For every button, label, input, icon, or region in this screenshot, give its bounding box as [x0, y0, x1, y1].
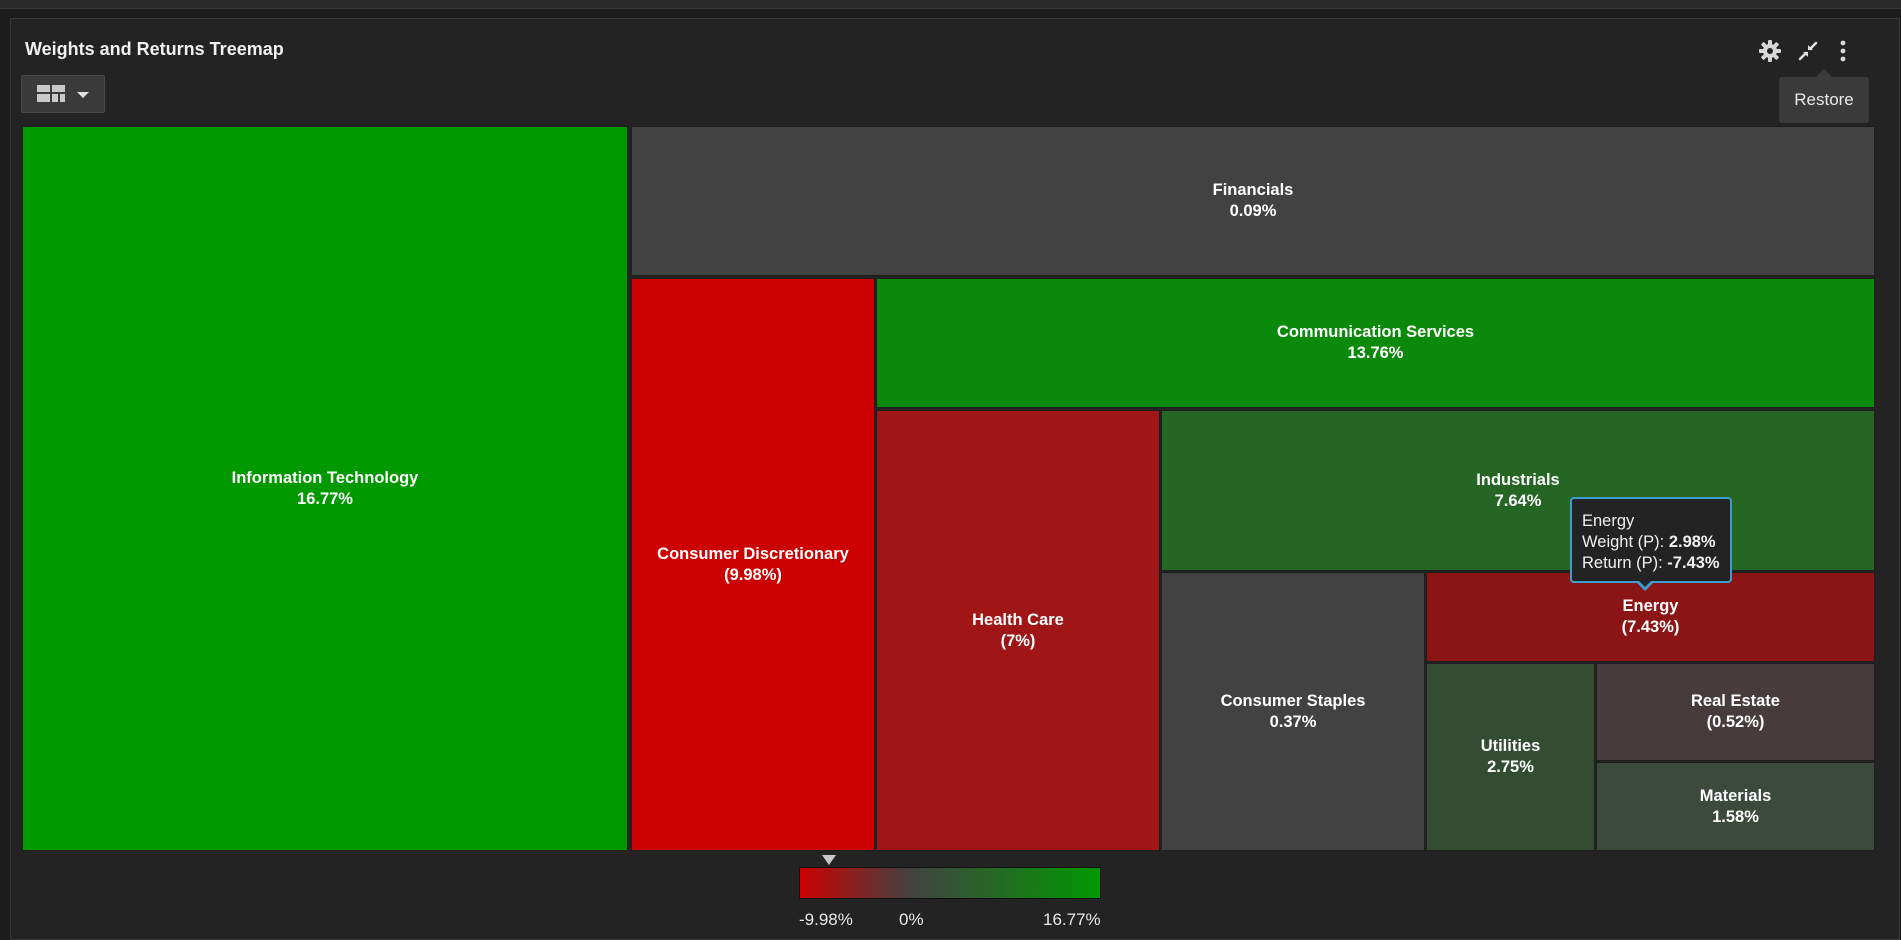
tile-communication-services[interactable]: Communication Services 13.76% [876, 278, 1875, 408]
tile-value: 1.58% [1712, 807, 1759, 826]
tile-name: Financials [1212, 181, 1294, 199]
tile-materials[interactable]: Materials 1.58% [1596, 762, 1875, 851]
tile-health-care[interactable]: Health Care (7%) [876, 410, 1160, 851]
tile-financials[interactable]: Financials 0.09% [631, 126, 1875, 276]
tile-name: Consumer Discretionary [657, 544, 849, 563]
tile-name: Real Estate [1691, 692, 1780, 710]
legend-marker-triangle-icon [822, 855, 836, 865]
tile-utilities[interactable]: Utilities 2.75% [1426, 663, 1595, 851]
tile-information-technology[interactable]: Information Technology 16.77% [22, 126, 628, 851]
tooltip-weight: Weight (P): 2.98% [1582, 532, 1720, 553]
tooltip-weight-label: Weight (P): [1582, 533, 1665, 551]
tile-name: Industrials [1476, 470, 1560, 489]
vertical-ellipsis-icon[interactable] [1827, 35, 1859, 67]
tooltip-return-value: -7.43% [1667, 554, 1720, 572]
tooltip-return: Return (P): -7.43% [1582, 553, 1720, 574]
tile-value: (9.98%) [724, 565, 782, 584]
tile-value: 16.77% [297, 489, 353, 508]
color-scale-legend [799, 867, 1101, 899]
tooltip-arrow [1636, 580, 1654, 591]
tile-name: Utilities [1480, 737, 1541, 755]
caret-down-icon [77, 92, 89, 98]
energy-hover-tooltip: Energy Weight (P): 2.98% Return (P): -7.… [1570, 497, 1732, 591]
tile-name: Consumer Staples [1220, 691, 1366, 710]
tooltip-title: Energy [1582, 512, 1635, 530]
tile-value: 2.75% [1487, 758, 1534, 776]
tile-value: 7.64% [1494, 491, 1542, 510]
tile-name: Energy [1622, 597, 1679, 615]
legend-min-label: -9.98% [799, 910, 853, 929]
tile-name: Materials [1699, 786, 1772, 805]
view-selector-button[interactable] [21, 75, 105, 113]
tile-consumer-discretionary[interactable]: Consumer Discretionary (9.98%) [631, 278, 875, 851]
tooltip-return-label: Return (P): [1582, 554, 1663, 572]
tile-value: (7.43%) [1621, 618, 1680, 636]
treemap-grid-icon [37, 85, 65, 102]
gear-icon[interactable] [1754, 35, 1786, 67]
legend-mid-label: 0% [899, 910, 924, 929]
compress-arrows-icon[interactable] [1792, 35, 1824, 67]
tile-value: (0.52%) [1706, 713, 1765, 731]
tile-real-estate[interactable]: Real Estate (0.52%) [1596, 663, 1875, 761]
tooltip-weight-value: 2.98% [1668, 533, 1716, 551]
restore-tooltip: Restore [1779, 69, 1869, 123]
top-bar [0, 0, 1901, 9]
tile-value: 0.37% [1269, 712, 1317, 731]
tile-value: 13.76% [1347, 344, 1404, 362]
tile-name: Health Care [972, 610, 1064, 629]
tile-value: 0.09% [1229, 202, 1277, 220]
tile-name: Information Technology [231, 468, 419, 487]
tile-industrials[interactable]: Industrials 7.64% [1161, 410, 1875, 571]
panel-title: Weights and Returns Treemap [25, 39, 284, 59]
tile-value: (7%) [1000, 631, 1036, 650]
legend-max-label: 16.77% [1043, 910, 1101, 929]
tile-name: Communication Services [1276, 323, 1475, 341]
treemap-chart: Information Technology 16.77% Financials… [12, 107, 1875, 851]
tile-consumer-staples[interactable]: Consumer Staples 0.37% [1161, 572, 1425, 851]
